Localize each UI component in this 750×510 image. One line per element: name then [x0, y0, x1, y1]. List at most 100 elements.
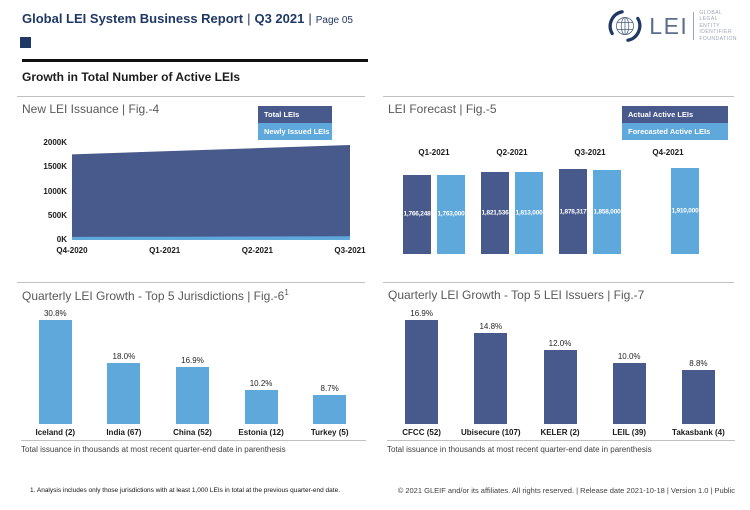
growth-value-label: 8.7% — [320, 383, 339, 393]
area-series-svg — [72, 145, 350, 240]
category-label: LEIL (39) — [612, 428, 647, 437]
panel-top5-lei-issuers: Quarterly LEI Growth - Top 5 LEI Issuers… — [383, 279, 737, 463]
issuer-bar — [543, 350, 577, 424]
panel-divider — [17, 282, 365, 283]
growth-value-label: 16.9% — [181, 355, 204, 365]
panel-lei-forecast: LEI Forecast | Fig.-5 Actual Active LEIs… — [383, 93, 737, 279]
logo-text-line: FOUNDATION — [699, 35, 737, 42]
bar-value-label: 1,763,000 — [437, 210, 465, 218]
x-axis-tick-label: Q3-2021 — [334, 246, 366, 255]
issuer-bar — [405, 320, 439, 424]
footnote-marker: 1 — [284, 288, 289, 297]
jurisdiction-growth-chart: 30.8% Iceland (2) 18.0% India (67) 16.9% Chin… — [21, 307, 364, 438]
chart-note-fig6: Total issuance in thousands at most rece… — [21, 445, 286, 454]
panel-top5-jurisdictions: Quarterly LEI Growth - Top 5 Jurisdictio… — [17, 279, 368, 463]
growth-group: 12.0% KELER (2) — [525, 339, 594, 438]
forecast-active-bar: 1,910,000 — [671, 168, 699, 254]
bar-pair: 1,878,317 1,858,000 — [559, 166, 621, 254]
category-label: Iceland (2) — [35, 428, 76, 437]
footnote: 1. Analysis includes only those jurisdic… — [30, 487, 341, 494]
quarter-label: Q1-2021 — [418, 148, 450, 157]
legend-item-newly-issued-leis: Newly Issued LEIs — [258, 123, 332, 140]
forecast-bar-groups: Q1-2021 1,766,248 1,763,000 Q2-2021 1,821,53… — [395, 148, 707, 254]
category-label: Takasbank (4) — [672, 428, 725, 437]
growth-group: 18.0% India (67) — [90, 352, 159, 438]
chart-title-fig7: Quarterly LEI Growth - Top 5 LEI Issuers… — [388, 288, 645, 302]
y-axis-tick-label: 1000K — [43, 186, 67, 196]
page-number: Page 05 — [315, 15, 353, 26]
jurisdiction-bar — [107, 363, 141, 424]
growth-group: 30.8% Iceland (2) — [21, 309, 90, 438]
panel-new-lei-issuance: New LEI Issuance | Fig.-4 Total LEIs New… — [17, 93, 368, 279]
newly-issued-leis-area — [72, 236, 350, 240]
forecast-active-bar: 1,858,000 — [593, 170, 621, 254]
forecast-quarter-group: Q2-2021 1,821,536 1,813,000 — [473, 148, 551, 254]
growth-value-label: 8.8% — [689, 358, 708, 368]
logo-foundation-text: GLOBAL LEGAL ENTITY IDENTIFIER FOUNDATIO… — [699, 10, 737, 43]
x-axis-tick-label: Q2-2021 — [241, 246, 273, 255]
bar-value-label: 1,821,536 — [481, 209, 509, 217]
category-label: CFCC (52) — [402, 428, 441, 437]
legend-item-total-leis: Total LEIs — [258, 106, 332, 123]
logo-text-line: ENTITY — [699, 22, 721, 29]
y-axis-tick-label: 1500K — [43, 162, 67, 172]
globe-icon — [608, 10, 642, 42]
report-title: Global LEI System Business Report — [22, 11, 244, 26]
category-label: China (52) — [173, 428, 212, 437]
separator: | — [308, 11, 312, 26]
note-divider — [21, 440, 366, 441]
growth-value-label: 30.8% — [43, 309, 67, 318]
legend-item-forecasted-active-leis: Forecasted Active LEIs — [622, 123, 728, 140]
corner-square-decoration — [20, 37, 31, 48]
area-plot-fig4 — [72, 143, 350, 240]
category-label: Turkey (5) — [310, 428, 349, 437]
growth-group: 8.8% Takasbank (4) — [664, 359, 733, 438]
issuer-growth-chart: 16.9% CFCC (52) 14.8% Ubisecure (107) 12.0% K… — [387, 307, 733, 438]
legend-fig5: Actual Active LEIs Forecasted Active LEI… — [622, 106, 728, 140]
quarter-label: Q4-2021 — [652, 148, 684, 157]
growth-value-label: 18.0% — [112, 352, 136, 362]
panel-divider — [383, 282, 734, 283]
jurisdiction-bar — [175, 366, 209, 424]
separator: | — [247, 11, 251, 26]
x-axis-fig4: Q4-2020 Q1-2021 Q2-2021 Q3-2021 — [17, 93, 368, 279]
category-label: KELER (2) — [540, 428, 580, 437]
actual-active-bar: 1,766,248 — [403, 174, 431, 254]
gleif-logo: LEI GLOBAL LEGAL ENTITY IDENTIFIER FOUND… — [606, 7, 737, 45]
chart-title-text: Quarterly LEI Growth - Top 5 Jurisdictio… — [22, 289, 285, 303]
issuer-bar — [474, 332, 508, 424]
issuer-bar — [681, 369, 715, 424]
chart-title-fig4: New LEI Issuance | Fig.-4 — [22, 102, 160, 116]
panel-divider — [383, 96, 734, 97]
quarter-label: Q2-2021 — [496, 148, 528, 157]
issuer-bar — [612, 362, 646, 424]
jurisdiction-bar — [38, 320, 72, 424]
growth-value-label: 10.0% — [617, 351, 641, 361]
page-header: Global LEI System Business Report | Q3 202… — [22, 11, 353, 26]
chart-title-fig5: LEI Forecast | Fig.-5 — [388, 102, 497, 116]
growth-group: 16.9% China (52) — [158, 356, 227, 438]
actual-active-bar: 1,821,536 — [481, 172, 509, 254]
logo-text-line: LEGAL — [699, 16, 718, 23]
lei-wordmark: LEI — [649, 12, 689, 39]
bar-value-label: 1,813,000 — [515, 209, 543, 217]
y-axis-tick-label: 2000K — [43, 138, 67, 147]
forecast-quarter-group: Q3-2021 1,878,317 1,858,000 — [551, 148, 629, 254]
growth-group: 10.2% Estonia (12) — [227, 379, 296, 438]
legend-fig4: Total LEIs Newly Issued LEIs — [258, 106, 332, 140]
logo-text-line: IDENTIFIER — [699, 29, 733, 36]
growth-value-label: 10.2% — [249, 378, 273, 388]
growth-group: 10.0% LEIL (39) — [595, 352, 664, 439]
category-label: Ubisecure (107) — [461, 428, 521, 437]
category-label: Estonia (12) — [238, 428, 284, 437]
bar-value-label: 1,858,000 — [593, 208, 621, 216]
jurisdiction-bar — [313, 394, 347, 424]
growth-value-label: 12.0% — [548, 339, 572, 349]
x-axis-tick-label: Q4-2020 — [56, 246, 88, 255]
chart-title-fig6: Quarterly LEI Growth - Top 5 Jurisdictio… — [22, 288, 289, 303]
bar-value-label: 1,878,317 — [559, 208, 587, 216]
y-axis-tick-label: 0K — [56, 235, 67, 244]
x-axis-tick-label: Q1-2021 — [149, 246, 181, 255]
section-heading-rule — [22, 59, 368, 62]
